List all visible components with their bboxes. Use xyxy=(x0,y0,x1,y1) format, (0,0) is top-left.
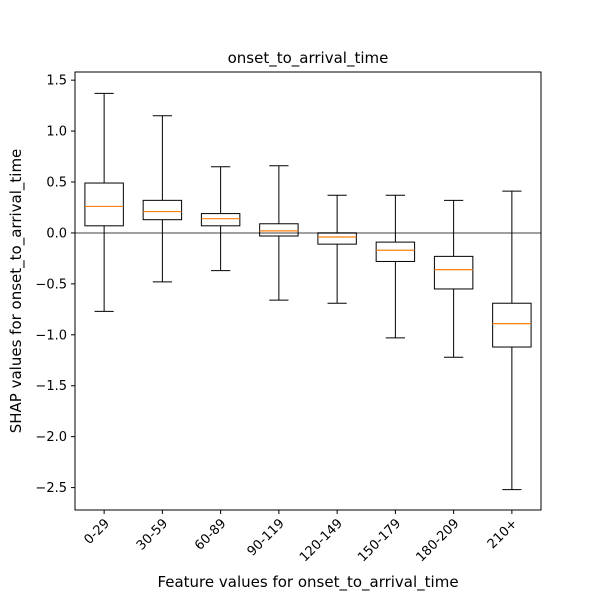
x-tick-label: 120-149 xyxy=(297,516,346,565)
y-tick-label: −1.5 xyxy=(35,379,67,394)
iqr-box xyxy=(142,199,183,221)
x-tick-label: 30-59 xyxy=(134,516,171,553)
y-tick-label: −0.5 xyxy=(35,277,67,292)
iqr-box xyxy=(375,241,416,262)
x-tick-label: 60-89 xyxy=(192,516,229,553)
x-tick-label: 90-119 xyxy=(245,516,288,559)
iqr-box xyxy=(433,255,474,290)
x-tick-label: 180-209 xyxy=(413,516,462,565)
x-tick-label: 150-179 xyxy=(355,516,404,565)
iqr-box xyxy=(200,213,241,227)
iqr-box xyxy=(259,223,299,237)
y-tick-label: −1.0 xyxy=(35,328,67,343)
box-180-209 xyxy=(433,199,474,358)
box-60-89 xyxy=(200,166,241,272)
box-series xyxy=(84,92,532,491)
x-axis-ticks: 0-29 30-59 60-89 90-119 120-149 150-179 180-20… xyxy=(81,510,521,565)
x-axis-title: Feature values for onset_to_arrival_time xyxy=(157,573,458,592)
box-30-59 xyxy=(142,115,183,283)
box-120-149 xyxy=(317,194,357,304)
y-tick-label: 0.5 xyxy=(46,176,67,191)
x-tick-label: 0-29 xyxy=(81,516,112,547)
y-tick-label: −2.5 xyxy=(35,481,67,496)
iqr-box xyxy=(492,302,532,348)
y-tick-label: 1.5 xyxy=(46,74,67,89)
box-210+ xyxy=(492,190,532,491)
x-tick-label: 210+ xyxy=(485,516,521,552)
y-axis-title: SHAP values for onset_to_arrival_time xyxy=(7,149,26,434)
chart-title: onset_to_arrival_time xyxy=(228,49,389,68)
iqr-box xyxy=(317,232,357,245)
box-150-179 xyxy=(375,194,416,339)
box-90-119 xyxy=(259,165,299,301)
box-0-29 xyxy=(84,92,124,312)
y-tick-label: −2.0 xyxy=(35,430,67,445)
y-tick-label: 0.0 xyxy=(46,226,67,241)
plot-area-frame xyxy=(74,71,542,511)
y-axis-ticks: 1.5 1.0 0.5 0.0 −0.5 −1.0 −1.5 −2.0 −2.5 xyxy=(35,74,75,496)
iqr-box xyxy=(84,182,124,227)
y-tick-label: 1.0 xyxy=(46,125,67,140)
